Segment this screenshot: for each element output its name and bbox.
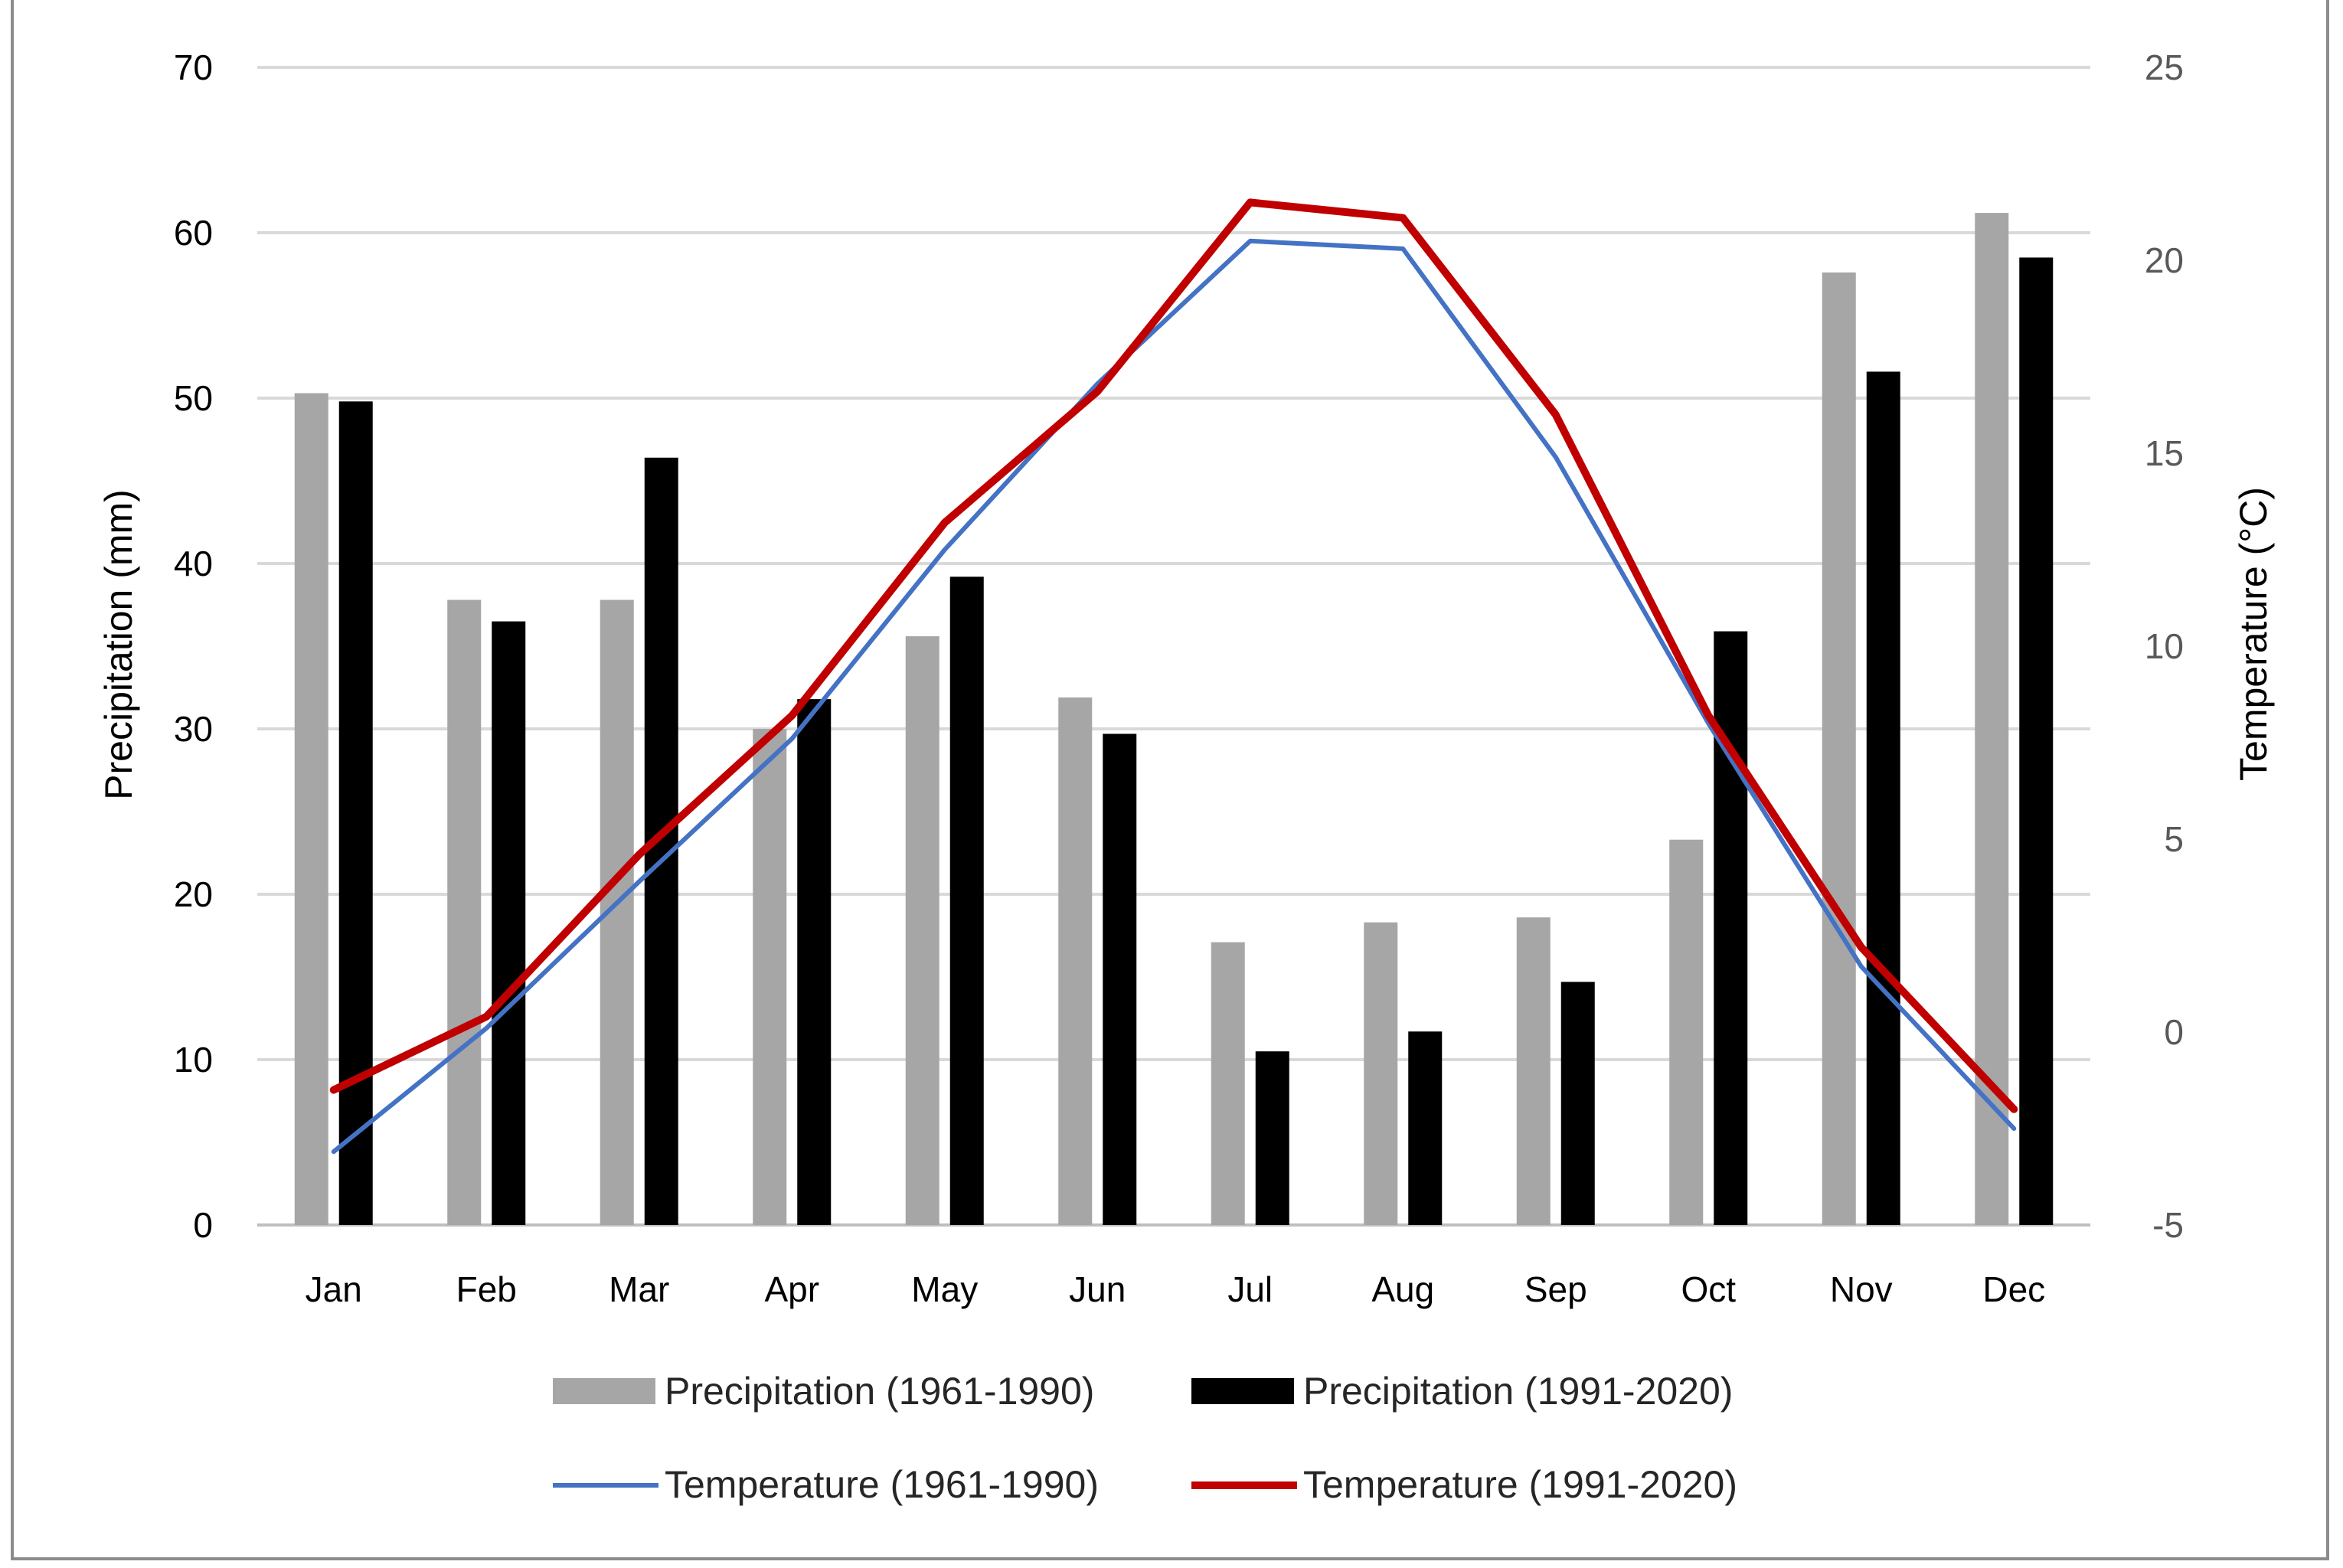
legend-swatch [553,1378,655,1404]
series-line [329,198,2018,1113]
right-tick-label: -5 [2152,1205,2184,1245]
right-tick-label: 20 [2145,240,2184,280]
legend: Precipitation (1961-1990) Precipitation (… [553,1370,1737,1506]
x-tick-label: Feb [456,1269,517,1309]
legend-label: Precipitation (1961-1990) [665,1370,1094,1413]
x-tick-label: Nov [1830,1269,1893,1309]
bar [905,636,939,1225]
x-tick-label: Oct [1681,1269,1736,1309]
x-tick-label: Mar [609,1269,669,1309]
left-tick-label: 20 [174,874,213,914]
right-tick-label: 10 [2145,626,2184,666]
right-axis-title: Temperature (°C) [2232,487,2275,781]
legend-swatch [1191,1378,1294,1404]
lines [329,198,2018,1155]
bar [1058,697,1093,1225]
left-tick-label: 30 [174,709,213,749]
left-tick-label: 70 [174,47,213,87]
left-tick-label: 40 [174,544,213,583]
bar [797,699,832,1225]
bar [1560,982,1595,1225]
bar [1516,917,1551,1225]
bar [1714,631,1748,1225]
gridlines [257,66,2090,1227]
legend-label: Precipitation (1991-2020) [1303,1370,1733,1413]
bar [447,599,482,1225]
bar [1975,213,2009,1226]
right-tick-label: 0 [2164,1012,2184,1052]
left-tick-label: 0 [193,1205,213,1245]
x-tick-label: Apr [764,1269,819,1309]
bar [1669,839,1704,1225]
bar [1255,1051,1289,1225]
legend-label: Temperature (1961-1990) [665,1463,1099,1506]
bars [294,213,2054,1226]
left-axis-ticks: 0 10 20 30 40 50 60 70 [174,47,213,1245]
bar [492,621,526,1225]
bar [338,401,373,1225]
right-tick-label: 25 [2145,47,2184,87]
chart-frame [11,0,2329,1560]
bar [949,577,984,1225]
x-tick-label: Jan [306,1269,362,1309]
left-tick-label: 60 [174,213,213,253]
bar [1211,942,1245,1225]
legend-label: Temperature (1991-2020) [1303,1463,1737,1506]
left-axis-title: Precipitation (mm) [97,489,140,800]
left-tick-label: 10 [174,1040,213,1080]
x-axis-ticks: Jan Feb Mar Apr May Jun Jul Aug Sep Oct Nov Dec [306,1269,2045,1309]
bar [294,393,328,1225]
x-tick-label: Dec [1982,1269,2045,1309]
x-tick-label: Sep [1524,1269,1587,1309]
right-tick-label: 5 [2164,819,2184,859]
x-tick-label: Jul [1227,1269,1273,1309]
x-tick-label: Jun [1069,1269,1126,1309]
bar [1408,1031,1443,1225]
bar [1866,371,1900,1226]
bar [1822,272,1856,1226]
right-axis-ticks: -5 0 5 10 15 20 25 [2145,47,2184,1245]
x-tick-label: May [911,1269,978,1309]
bar [753,729,787,1225]
bar [1103,733,1137,1225]
right-tick-label: 15 [2145,433,2184,473]
left-tick-label: 50 [174,378,213,418]
x-tick-label: Aug [1371,1269,1434,1309]
bar [1364,922,1398,1225]
bar [2019,257,2054,1225]
series-line [331,238,2017,1155]
